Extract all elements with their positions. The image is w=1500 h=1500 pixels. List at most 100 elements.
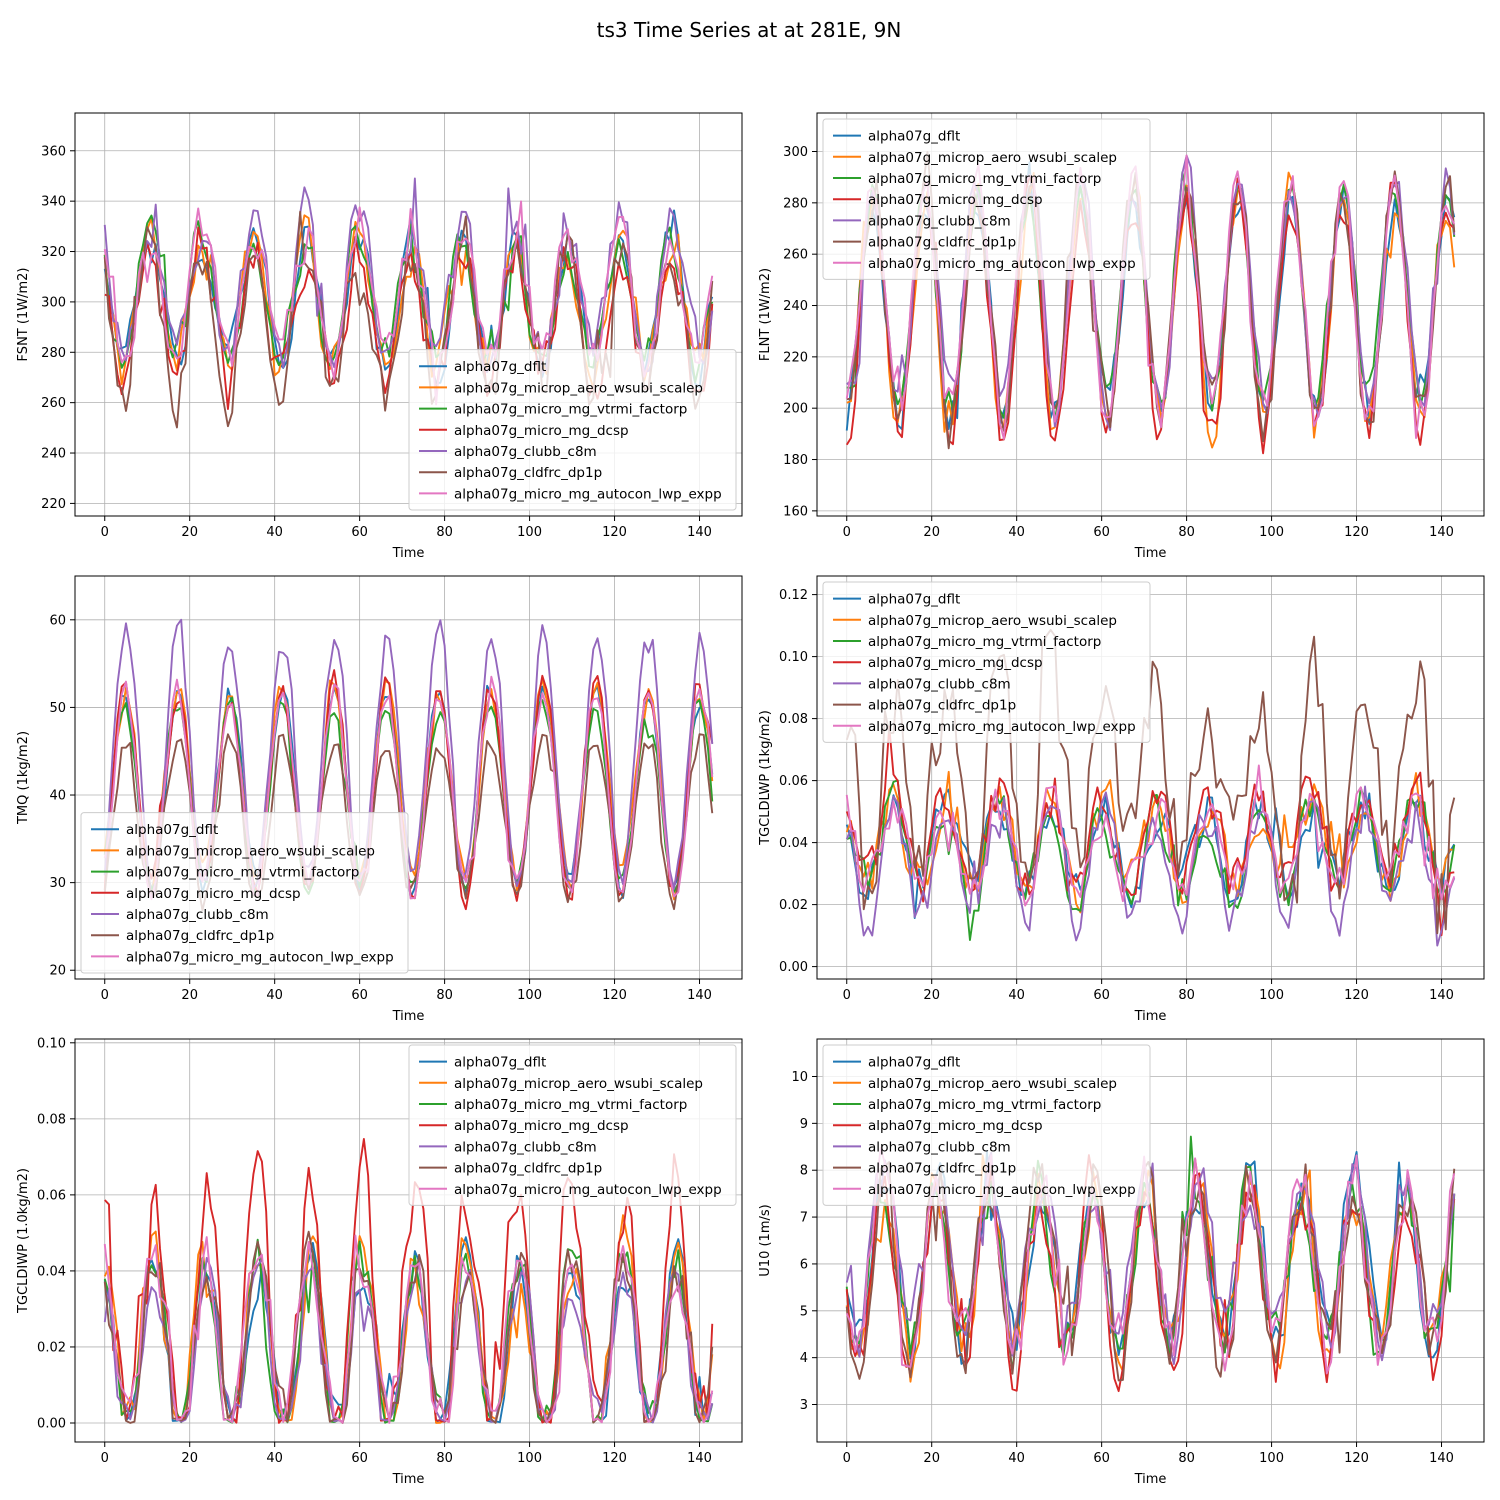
y-tick-label: 360 <box>41 144 66 159</box>
series-line-alpha07g_clubb_c8m <box>845 785 1456 947</box>
x-tick-label: 80 <box>436 1451 453 1466</box>
x-tick-label: 60 <box>351 525 368 540</box>
legend-entry: alpha07g_microp_aero_wsubi_scalep <box>454 1076 703 1092</box>
legend-box <box>822 581 1151 743</box>
series-line-alpha07g_micro_mg_dcsp <box>845 1154 1456 1393</box>
y-tick-label: 300 <box>783 145 808 160</box>
axes-frame <box>816 1038 1485 1443</box>
legend-entry: alpha07g_micro_mg_dcsp <box>126 886 301 902</box>
legend-entry: alpha07g_micro_mg_autocon_lwp_expp <box>126 949 394 965</box>
legend-entry: alpha07g_micro_mg_dcsp <box>868 655 1043 671</box>
x-axis-label: Time <box>392 1472 425 1487</box>
y-tick-label: 0.08 <box>37 1112 66 1127</box>
x-tick-label: 20 <box>181 988 198 1003</box>
subplot-u10: 0 20 40 60 80 100 120 140 3 4 5 6 7 8 9 10 Time U10 (1m/s… <box>758 1038 1485 1487</box>
axes-frame <box>74 112 743 517</box>
x-axis-label: Time <box>1134 1472 1167 1487</box>
x-tick-label: 60 <box>1093 525 1110 540</box>
legend-entry: alpha07g_microp_aero_wsubi_scalep <box>454 380 703 396</box>
legend: alpha07g_dflt alpha07g_microp_aero_wsubi_… <box>408 349 737 511</box>
legend-entry: alpha07g_micro_mg_autocon_lwp_expp <box>454 486 722 502</box>
y-tick-label: 9 <box>800 1117 808 1132</box>
legend-box <box>408 349 737 511</box>
y-tick-label: 340 <box>41 195 66 210</box>
x-tick-label: 120 <box>1344 525 1369 540</box>
x-tick-label: 60 <box>351 1451 368 1466</box>
x-tick-label: 120 <box>602 1451 627 1466</box>
x-axis-label: Time <box>392 1009 425 1024</box>
x-axis-label: Time <box>1134 1009 1167 1024</box>
legend: alpha07g_dflt alpha07g_microp_aero_wsubi_… <box>408 1044 737 1206</box>
y-tick-label: 0.08 <box>779 712 808 727</box>
figure-title: ts3 Time Series at at 281E, 9N <box>597 18 902 42</box>
y-tick-label: 50 <box>49 701 66 716</box>
y-axis-label: TMQ (1kg/m2) <box>16 731 31 825</box>
y-tick-label: 280 <box>783 196 808 211</box>
legend-entry: alpha07g_cldfrc_dp1p <box>454 1161 602 1177</box>
legend-entry: alpha07g_cldfrc_dp1p <box>868 235 1016 251</box>
x-tick-label: 120 <box>602 988 627 1003</box>
series-line-alpha07g_micro_mg_autocon_lwp_expp <box>845 1146 1456 1375</box>
legend-entry: alpha07g_clubb_c8m <box>868 213 1011 229</box>
x-axis-label: Time <box>392 546 425 561</box>
y-tick-label: 0.06 <box>779 774 808 789</box>
x-tick-label: 100 <box>517 1451 542 1466</box>
x-tick-label: 20 <box>923 1451 940 1466</box>
legend-entry: alpha07g_dflt <box>454 1055 546 1071</box>
x-tick-label: 80 <box>1178 1451 1195 1466</box>
x-tick-label: 40 <box>1008 1451 1025 1466</box>
y-tick-label: 0.06 <box>37 1188 66 1203</box>
x-tick-label: 120 <box>1344 988 1369 1003</box>
legend-entry: alpha07g_micro_mg_vtrmi_factorp <box>868 171 1101 187</box>
x-tick-label: 0 <box>843 988 851 1003</box>
x-tick-label: 60 <box>1093 988 1110 1003</box>
y-tick-label: 0.10 <box>779 650 808 665</box>
legend-entry: alpha07g_cldfrc_dp1p <box>868 698 1016 714</box>
series-line-alpha07g_micro_mg_autocon_lwp_expp <box>845 764 1456 907</box>
legend-entry: alpha07g_clubb_c8m <box>868 1139 1011 1155</box>
y-tick-label: 0.02 <box>37 1340 66 1355</box>
y-tick-label: 4 <box>800 1351 808 1366</box>
y-tick-label: 10 <box>791 1070 808 1085</box>
y-tick-label: 260 <box>783 248 808 263</box>
x-tick-label: 40 <box>1008 988 1025 1003</box>
legend-entry: alpha07g_dflt <box>868 129 960 145</box>
y-tick-label: 60 <box>49 613 66 628</box>
x-tick-label: 120 <box>1344 1451 1369 1466</box>
legend-box <box>822 118 1151 280</box>
x-tick-label: 40 <box>266 525 283 540</box>
y-tick-label: 0.12 <box>779 588 808 603</box>
legend-entry: alpha07g_clubb_c8m <box>454 444 597 460</box>
legend-entry: alpha07g_dflt <box>868 1055 960 1071</box>
legend-entry: alpha07g_cldfrc_dp1p <box>454 465 602 481</box>
y-tick-label: 40 <box>49 789 66 804</box>
y-axis-label: TGCLDIWP (1.0kg/m2) <box>16 1168 31 1314</box>
legend-entry: alpha07g_micro_mg_autocon_lwp_expp <box>868 719 1136 735</box>
x-tick-label: 140 <box>687 988 712 1003</box>
legend: alpha07g_dflt alpha07g_microp_aero_wsubi_… <box>822 1044 1151 1206</box>
x-tick-label: 140 <box>687 525 712 540</box>
y-tick-label: 0.04 <box>37 1264 66 1279</box>
x-tick-label: 0 <box>101 988 109 1003</box>
legend: alpha07g_dflt alpha07g_microp_aero_wsubi_… <box>80 812 409 974</box>
legend-entry: alpha07g_micro_mg_dcsp <box>454 423 629 439</box>
x-tick-label: 40 <box>1008 525 1025 540</box>
series-lines <box>103 1137 714 1424</box>
legend-entry: alpha07g_micro_mg_vtrmi_factorp <box>868 634 1101 650</box>
axes-frame <box>74 1038 743 1443</box>
y-axis-label: FLNT (1W/m2) <box>758 268 773 361</box>
x-tick-label: 80 <box>436 525 453 540</box>
x-tick-label: 0 <box>101 525 109 540</box>
y-tick-label: 6 <box>800 1257 808 1272</box>
y-axis-label: U10 (1m/s) <box>758 1204 773 1276</box>
subplot-tgcldlwp: 0 20 40 60 80 100 120 140 0.00 0.02 0.04 0.06 0.08 0.… <box>758 575 1485 1024</box>
subplot-flnt: 0 20 40 60 80 100 120 140 160 180 200 220 240 260 280 3… <box>758 112 1485 561</box>
y-tick-label: 3 <box>800 1398 808 1413</box>
series-line-alpha07g_micro_mg_autocon_lwp_expp <box>103 1234 714 1424</box>
series-line-alpha07g_dflt <box>845 788 1456 920</box>
y-tick-label: 240 <box>783 299 808 314</box>
y-tick-label: 300 <box>41 295 66 310</box>
x-tick-label: 0 <box>101 1451 109 1466</box>
legend: alpha07g_dflt alpha07g_microp_aero_wsubi_… <box>822 118 1151 280</box>
legend-entry: alpha07g_micro_mg_dcsp <box>868 192 1043 208</box>
